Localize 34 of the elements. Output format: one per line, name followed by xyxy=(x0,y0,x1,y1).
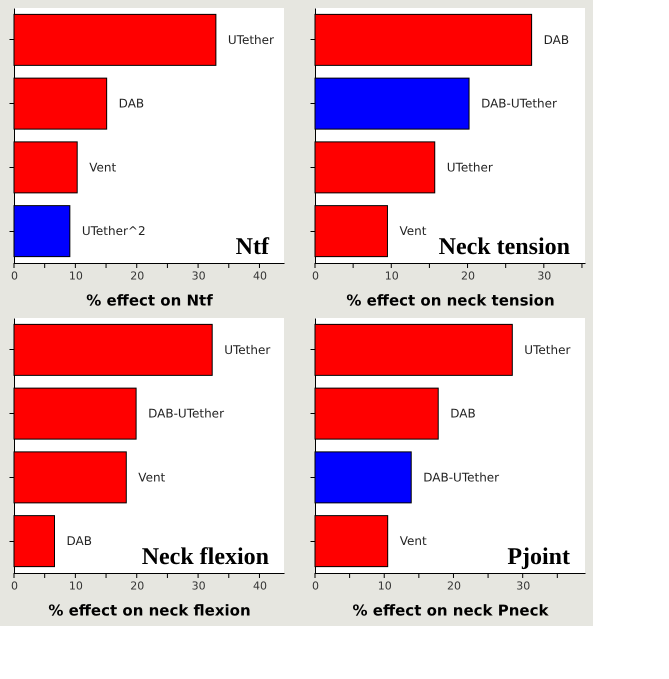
category-label: UTether xyxy=(524,342,570,357)
category-label: Vent xyxy=(400,534,427,548)
x-axis-title: % effect on neck Pneck xyxy=(352,602,550,620)
x-tick-label: 10 xyxy=(68,270,83,282)
x-tick-label: 0 xyxy=(312,580,319,592)
category-label: DAB xyxy=(450,406,476,421)
x-tick-label: 0 xyxy=(11,270,18,282)
x-tick-label: 20 xyxy=(461,270,476,282)
text: Neck flexion xyxy=(142,544,269,570)
x-tick-label: 40 xyxy=(252,270,267,282)
x-tick-label: 20 xyxy=(130,580,144,592)
x-axis-title: % effect on neck flexion xyxy=(48,602,251,620)
x-tick-label: 30 xyxy=(192,580,206,592)
category-label: Vent xyxy=(89,160,116,174)
x-axis-title: % effect on neck tension xyxy=(346,292,555,310)
x-tick-label: 0 xyxy=(312,270,319,282)
text: Neck tension xyxy=(438,234,570,260)
x-tick-label: 0 xyxy=(11,580,18,592)
category-label: DAB xyxy=(118,96,144,111)
category-label: UTether xyxy=(228,32,274,47)
text: Ntf xyxy=(236,234,270,260)
category-label: UTether^2 xyxy=(82,224,146,238)
x-tick-label: 10 xyxy=(384,270,399,282)
x-tick-label: 20 xyxy=(130,270,144,282)
x-tick-label: 30 xyxy=(537,270,552,282)
x-tick-label: 30 xyxy=(192,270,206,282)
category-label: DAB-UTether xyxy=(423,470,500,484)
x-tick-label: 40 xyxy=(252,580,267,592)
x-tick-label: 10 xyxy=(68,580,83,592)
x-tick-label: 20 xyxy=(446,580,461,592)
x-axis-title: % effect on Ntf xyxy=(86,292,214,310)
x-tick-label: 30 xyxy=(516,580,530,592)
text: Pjoint xyxy=(507,544,570,570)
x-tick-label: 10 xyxy=(378,580,392,592)
